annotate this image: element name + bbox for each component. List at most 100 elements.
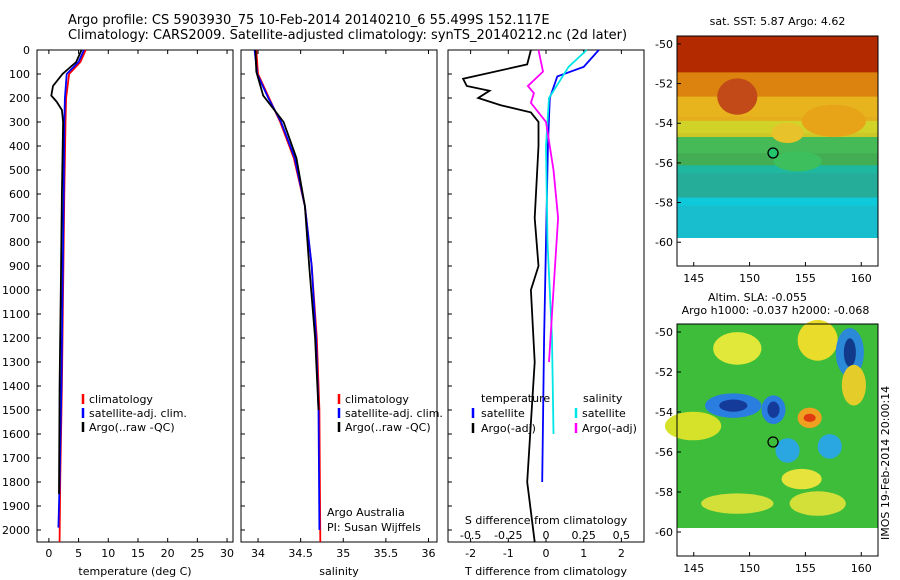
depth-tick-label: 1500 [2,404,30,417]
sla-map-title: Altim. SLA: -0.055 [708,291,807,304]
difference-s-xtick-label: 0 [543,529,550,542]
difference-xlabel: T difference from climatology [464,565,627,578]
sst-map-ytick-label: -54 [655,117,673,130]
salinity-xtick-label: 34 [251,547,265,560]
sla-map-field-blob [789,491,846,516]
temperature-series-argo-raw-qc- [50,49,83,495]
salinity-series-argo-raw-qc- [254,49,320,411]
temperature-xtick-label: 30 [220,547,234,560]
depth-tick-label: 1100 [2,308,30,321]
sla-map-field-blob [843,338,856,367]
sst-map-ytick-label: -52 [655,78,673,91]
sla-map-argo-marker [767,436,779,448]
temperature-xtick-label: 5 [75,547,82,560]
depth-tick-label: 400 [9,140,30,153]
sla-map-field-blob [841,364,866,406]
depth-tick-label: 300 [9,116,30,129]
salinity-plot-frame [240,49,438,543]
depth-tick-label: 800 [9,236,30,249]
sst-map-argo-marker [767,147,779,159]
depth-tick-label: 2000 [2,524,30,537]
sla-map-field-blob [767,401,780,418]
sla-map-xtick-label: 155 [795,562,816,575]
salinity-annotation-line2: PI: Susan Wijffels [327,521,421,534]
temperature-xlabel: temperature (deg C) [78,565,191,578]
salinity-xlabel: salinity [319,565,359,578]
depth-tick-label: 1000 [2,284,30,297]
sst-map-field-band [677,197,878,238]
sla-map-field-blob [664,411,722,441]
sla-map-field-blob [719,399,748,412]
sst-map-frame [676,35,879,267]
temperature-series-satellite-adj-clim- [57,49,85,528]
depth-tick-label: 900 [9,260,30,273]
sla-map-ytick-label: -54 [655,406,673,419]
sla-map-xtick-label: 160 [851,562,872,575]
figure-title-line1: Argo profile: CS 5903930_75 10-Feb-2014 … [68,13,550,28]
sla-map-subtitle: Argo h1000: -0.037 h2000: -0.068 [682,304,870,317]
sst-map-ytick-label: -58 [655,197,673,210]
sla-map-field-blob [775,438,800,463]
temperature-xtick-label: 0 [45,547,52,560]
sla-map-ytick-label: -52 [655,366,673,379]
sst-map-ytick-label: -56 [655,157,673,170]
temperature-legend-label: climatology [89,393,153,406]
difference-s-xtick-label: 0.5 [613,529,631,542]
salinity-xtick-label: 35 [336,547,350,560]
sla-map-field-blob [781,468,822,490]
depth-tick-label: 1200 [2,332,30,345]
sla-map-frame [676,323,879,557]
salinity-series-satellite-adj-clim- [253,49,321,531]
sla-map-field-blob [701,493,774,514]
difference-xtick-label: 0 [543,547,550,560]
difference-series-temperature-satellite [541,49,600,483]
difference-series-salinity-satellite [545,49,588,435]
temperature-plot-frame [36,49,234,543]
salinity-xtick-label: 35.5 [374,547,399,560]
sla-map-ytick-label: -60 [655,526,673,539]
difference-legend-label: Argo(-adj) [481,422,536,435]
depth-tick-label: 0 [23,44,30,57]
salinity-legend-label: climatology [345,393,409,406]
salinity-xtick-label: 34.5 [288,547,313,560]
sla-map-ytick-label: -56 [655,446,673,459]
difference-xtick-label: -2 [465,547,476,560]
difference-xtick-label: -1 [503,547,514,560]
depth-tick-label: 600 [9,188,30,201]
difference-s-xtick-label: -0.25 [494,529,522,542]
sst-map-field-blob [801,104,866,137]
sst-map-field-blob [717,78,758,115]
sla-map-xtick-label: 145 [683,562,704,575]
sst-map-ytick-label: -50 [655,38,673,51]
depth-tick-label: 700 [9,212,30,225]
difference-xtick-label: 2 [618,547,625,560]
difference-legend-title-salinity: salinity [583,392,623,405]
temperature-legend-label: Argo(..raw -QC) [89,421,175,434]
difference-series-salinity-argo-adj- [526,49,560,363]
depth-tick-label: 100 [9,68,30,81]
sst-map-xtick-label: 160 [851,272,872,285]
depth-tick-label: 1700 [2,452,30,465]
depth-tick-label: 1300 [2,356,30,369]
temperature-xtick-label: 10 [101,547,115,560]
sst-map-title: sat. SST: 5.87 Argo: 4.62 [710,15,846,28]
salinity-xtick-label: 36 [421,547,435,560]
difference-xtick-label: 1 [580,547,587,560]
depth-tick-label: 1600 [2,428,30,441]
depth-tick-label: 1900 [2,500,30,513]
difference-legend-label: satellite [582,407,626,420]
salinity-legend-label: satellite-adj. clim. [345,407,443,420]
sst-map-field-blob [771,122,804,144]
depth-tick-label: 200 [9,92,30,105]
sla-map-field-blob [713,332,762,365]
sla-map-ytick-label: -58 [655,486,673,499]
salinity-annotation-line1: Argo Australia [327,506,405,519]
sst-map-field-blob [773,151,822,172]
difference-s-xtick-label: 0.25 [571,529,596,542]
sst-map-xtick-label: 150 [739,272,760,285]
sla-map-ytick-label: -50 [655,326,673,339]
sst-map-xtick-label: 145 [683,272,704,285]
temperature-xtick-label: 15 [131,547,145,560]
sla-map-xtick-label: 150 [739,562,760,575]
